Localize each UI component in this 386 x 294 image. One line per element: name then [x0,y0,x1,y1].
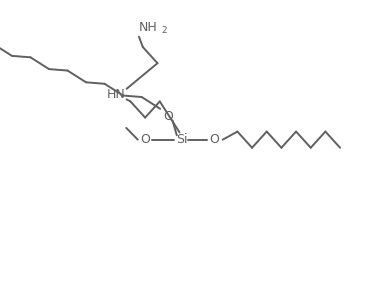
Text: O: O [209,133,219,146]
Text: NH: NH [139,21,158,34]
Text: O: O [140,133,150,146]
Text: O: O [163,110,173,123]
Text: Si: Si [176,133,187,146]
Text: HN: HN [107,88,125,101]
Text: 2: 2 [161,26,167,35]
